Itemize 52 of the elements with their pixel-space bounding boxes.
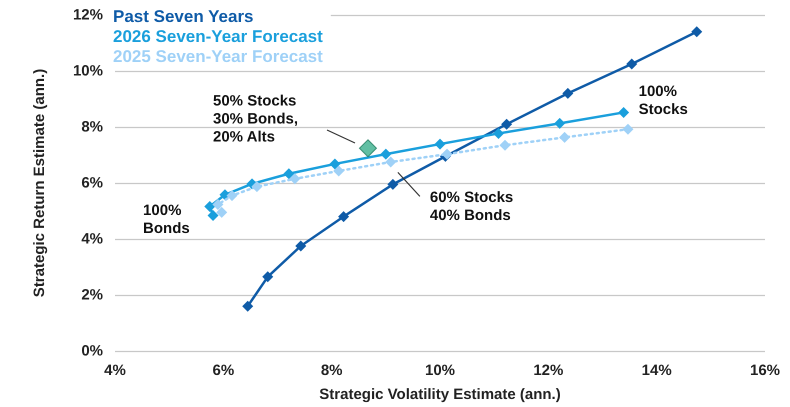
point [333,165,344,176]
x-axis-title: Strategic Volatility Estimate (ann.) [319,386,561,403]
point [618,106,630,118]
point [216,206,228,218]
point [226,190,238,202]
x-tick-label: 16% [750,362,780,379]
y-tick-label: 6% [81,174,103,192]
point [338,211,350,222]
y-tick-label: 2% [81,286,103,304]
point [329,158,340,170]
annotation: 50% Stocks 30% Bonds, 20% Alts [213,92,298,146]
point [500,140,510,151]
point [212,199,224,210]
text: 2025 Seven-Year Forecast [113,47,324,66]
annotation: 100% Bonds [143,202,190,237]
point [622,124,634,135]
point [559,132,570,143]
point [691,26,702,38]
text: 2026 Seven-Year Forecast [113,27,324,46]
x-tick-label: 8% [320,362,343,379]
x-tick-label: 4% [104,362,126,379]
y-tick-label: 10% [72,62,103,80]
annotation: 100% Stocks [638,82,688,118]
point [380,148,392,160]
point [295,240,306,252]
point [283,168,294,180]
point [208,210,219,221]
point [434,138,446,150]
point [501,118,512,130]
y-axis-title: Strategic Return Estimate (ann.) [31,68,48,298]
point [493,128,504,139]
x-tick-label: 10% [424,362,456,379]
point [262,271,274,282]
point [385,156,396,168]
point [204,201,216,212]
y-tick-label: 0% [81,342,103,360]
annotation: 60% Stocks 40% Bonds [430,188,514,224]
x-tick-label: 6% [212,362,234,379]
point [289,173,300,184]
x-tick-label: 14% [642,362,672,379]
point [358,139,377,158]
point [562,88,574,99]
point [251,181,262,192]
text: Past Seven Years [113,7,254,26]
y-tick-label: 8% [81,118,103,136]
point [626,58,638,70]
point [554,118,566,129]
point [387,178,398,190]
x-tick-label: 12% [533,362,564,379]
point [242,300,254,312]
y-tick-label: 12% [72,6,103,24]
y-tick-label: 4% [81,230,103,248]
